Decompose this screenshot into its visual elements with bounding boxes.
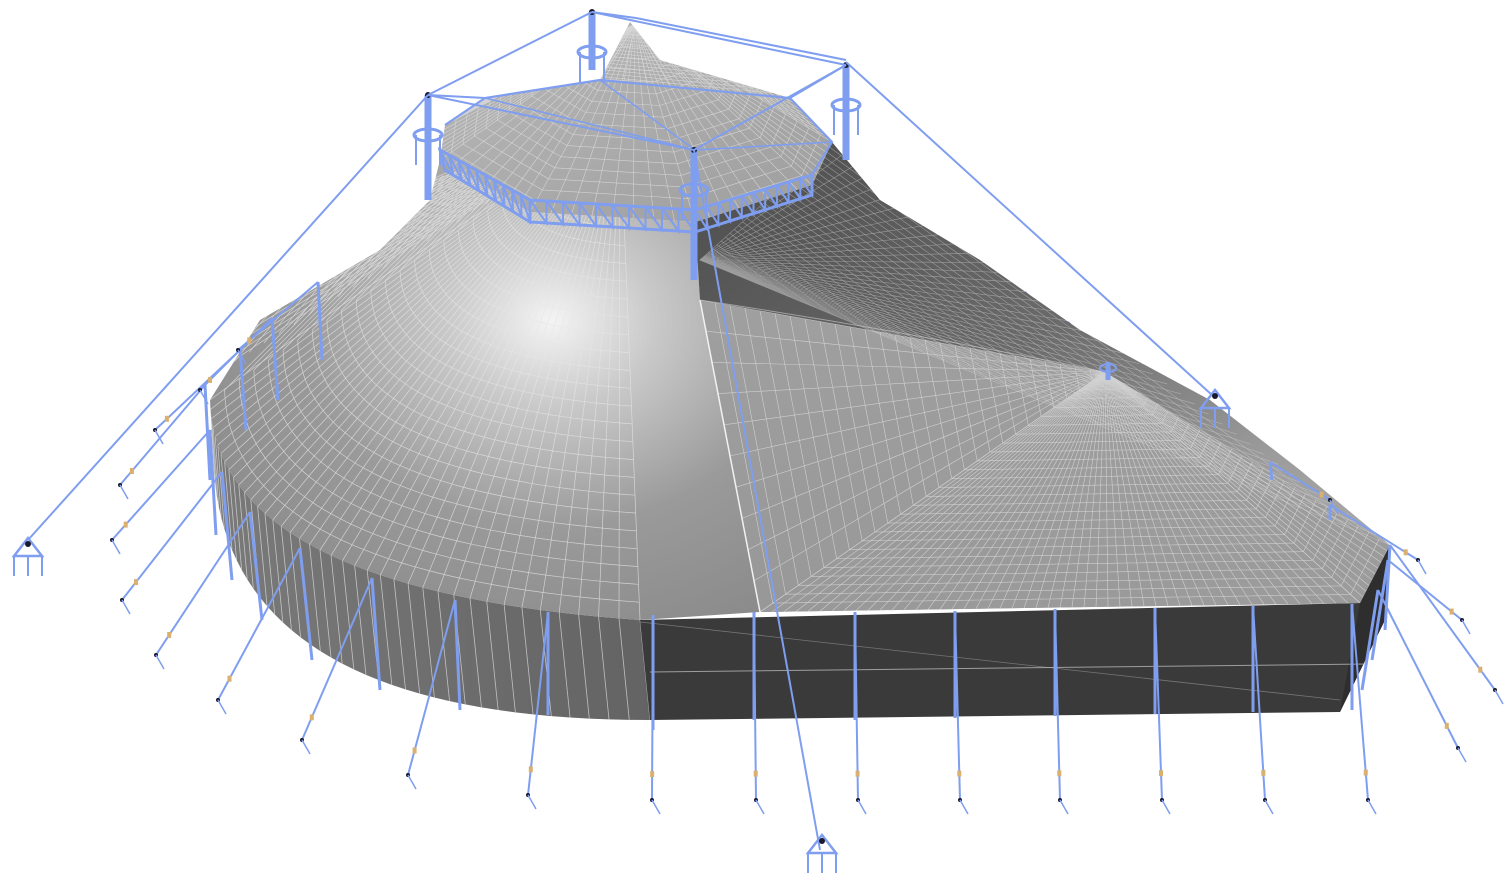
tensioner-icon xyxy=(1159,770,1164,777)
perimeter-pole xyxy=(1370,559,1471,661)
tensioner-icon xyxy=(208,376,213,383)
stay-cable xyxy=(591,11,637,19)
valley-seam xyxy=(699,299,761,613)
masts-and-top-cables xyxy=(11,9,1232,873)
perimeter-pole xyxy=(406,599,462,790)
tensioner-icon xyxy=(1319,491,1324,498)
membrane-roof xyxy=(210,22,1390,620)
ground-anchor-icon xyxy=(1198,387,1232,428)
tensioner-icon xyxy=(123,521,128,528)
stay-cable xyxy=(789,64,847,99)
perimeter-pole xyxy=(752,611,765,815)
perimeter-pole xyxy=(853,611,867,815)
perimeter-pole xyxy=(953,610,969,815)
truss-lacing xyxy=(439,149,531,223)
perimeter-pole xyxy=(526,611,550,810)
tensioner-icon xyxy=(1403,549,1408,556)
right-cone-mesh xyxy=(699,142,1390,546)
ground-anchor-icon xyxy=(805,832,839,873)
straight-side-wall xyxy=(640,545,1390,720)
perimeter-pole xyxy=(1350,603,1377,815)
perimeter-pole xyxy=(153,349,248,445)
perimeter-pole xyxy=(216,547,314,715)
stay-cable xyxy=(845,61,1213,396)
perimeter-pole xyxy=(1153,607,1171,815)
truss-lacing xyxy=(529,199,696,236)
tensioner-icon xyxy=(167,631,172,638)
stay-cable xyxy=(635,17,847,61)
tensioner-icon xyxy=(129,468,134,474)
crown-ring-beam xyxy=(444,78,834,176)
mast-secondary-ring xyxy=(1099,363,1117,373)
perimeter-pole xyxy=(1383,544,1504,705)
tensioner-icon xyxy=(309,714,314,721)
stay-cable xyxy=(27,94,429,541)
mast-right-rear xyxy=(830,62,862,160)
tensioner-icon xyxy=(134,579,138,586)
perimeter-pole xyxy=(650,614,661,815)
curved-side-wall xyxy=(210,400,650,720)
tensioner-icon xyxy=(227,675,232,682)
perimeter-pole xyxy=(1251,605,1274,815)
tensioner-icon xyxy=(1478,666,1483,673)
perimeter-pole xyxy=(1328,504,1427,575)
truss-lacing xyxy=(694,175,813,232)
perimeter-poles xyxy=(110,281,1504,815)
stay-cable xyxy=(427,94,695,151)
tensioner-icon xyxy=(855,770,860,777)
stay-cable xyxy=(427,11,593,96)
ridge-seam xyxy=(699,299,1106,373)
perimeter-pole xyxy=(1360,589,1467,763)
tensioner-icon xyxy=(650,771,655,778)
wall-seam-diagonal xyxy=(639,621,1341,701)
tensioner-icon xyxy=(957,770,962,777)
tensioner-icon xyxy=(1363,769,1368,776)
crown-membrane xyxy=(440,22,832,222)
perimeter-pole xyxy=(1268,461,1339,515)
stay-cable xyxy=(427,94,486,99)
tensioner-icon xyxy=(753,770,758,777)
tensioner-icon xyxy=(1444,722,1449,729)
mast-rear xyxy=(576,9,608,82)
perimeter-pole xyxy=(120,471,234,615)
perimeter-pole xyxy=(236,281,324,365)
front-cone-mesh xyxy=(700,300,1390,612)
tensioner-icon xyxy=(164,415,169,422)
perimeter-pole xyxy=(1053,608,1069,815)
tensioner-icon xyxy=(1057,770,1062,777)
perimeter-pole xyxy=(300,577,382,755)
wall-seam xyxy=(649,663,1369,673)
ground-anchor-icon xyxy=(11,535,45,576)
mast-left xyxy=(412,92,444,200)
tensioner-icon xyxy=(1261,769,1266,776)
stay-cable xyxy=(693,149,821,851)
tensioner-icon xyxy=(412,747,417,754)
perimeter-pole xyxy=(154,511,264,670)
tensioner-icon xyxy=(528,766,533,773)
stay-cable xyxy=(591,11,847,66)
perimeter-pole xyxy=(110,429,218,555)
tensioner-icon xyxy=(247,337,252,344)
tensioner-icon xyxy=(1449,608,1454,615)
